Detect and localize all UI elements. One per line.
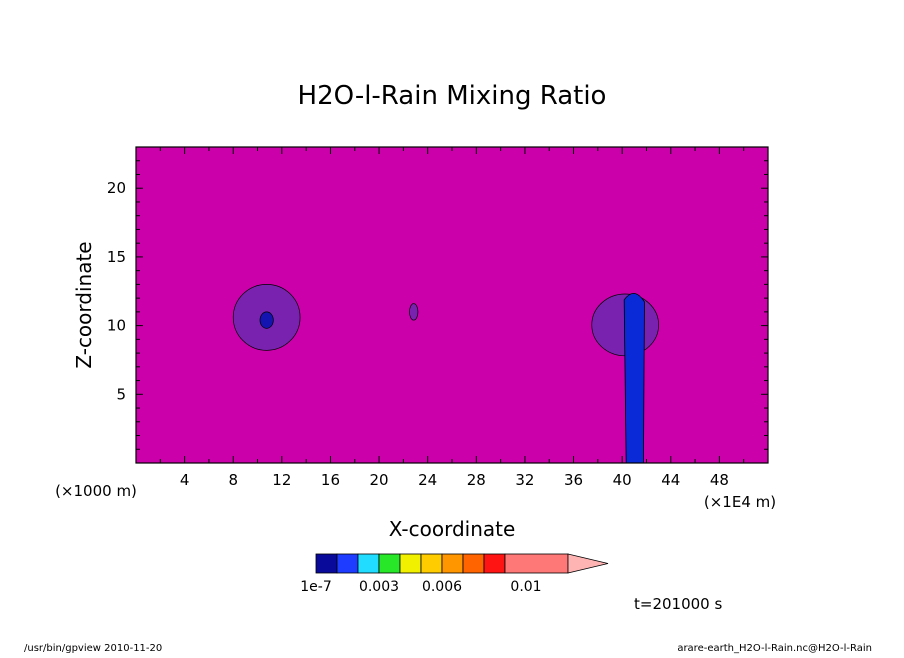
x-tick-label: 36	[564, 471, 583, 489]
colorbar-swatch	[399, 553, 422, 574]
x-ticks: 4 8 12 16 20 24 28 32 36 40 44 48	[135, 147, 769, 489]
colorbar-swatch	[420, 553, 443, 574]
y-unit-label: (×1000 m)	[55, 482, 137, 500]
colorbar-swatch	[483, 553, 506, 574]
y-tick-label: 20	[107, 179, 126, 197]
contour-blob-2	[409, 303, 419, 321]
x-tick-label: 48	[710, 471, 729, 489]
colorbar-tick-label: 0.006	[422, 579, 462, 595]
contour-shaft-4	[623, 292, 645, 464]
colorbar-tick-label: 1e-7	[300, 579, 331, 595]
x-tick-label: 32	[515, 471, 534, 489]
x-tick-label: 4	[180, 471, 190, 489]
y-axis-label: Z-coordinate	[72, 241, 96, 368]
colorbar-swatch	[504, 553, 569, 574]
x-axis-label: X-coordinate	[389, 517, 516, 541]
x-tick-label: 44	[661, 471, 680, 489]
time-label: t=201000 s	[634, 595, 722, 613]
colorbar-swatch	[462, 553, 485, 574]
colorbar-tick-label: 0.01	[510, 579, 541, 595]
colorbar-swatch	[378, 553, 401, 574]
x-tick-label: 24	[418, 471, 437, 489]
x-tick-label: 12	[272, 471, 291, 489]
x-tick-label: 16	[321, 471, 340, 489]
colorbar-tick-labels: 1e-7 0.003 0.006 0.01	[300, 579, 541, 595]
y-ticks: 5 10 15 20	[107, 146, 768, 450]
footer-left: /usr/bin/gpview 2010-11-20	[24, 643, 162, 654]
chart-title: H2O-l-Rain Mixing Ratio	[298, 81, 607, 111]
footer-right: arare-earth_H2O-l-Rain.nc@H2O-l-Rain	[677, 643, 872, 654]
colorbar-tick-label: 0.003	[359, 579, 399, 595]
x-tick-label: 28	[467, 471, 486, 489]
y-tick-label: 5	[116, 385, 126, 403]
colorbar-extend-triangle	[567, 553, 609, 574]
y-tick-label: 10	[107, 317, 126, 335]
colorbar-swatch	[357, 553, 380, 574]
colorbar-swatch	[336, 553, 359, 574]
plot-background	[136, 147, 768, 463]
contour-features	[232, 284, 659, 464]
x-unit-label: (×1E4 m)	[704, 493, 776, 511]
x-tick-label: 8	[228, 471, 238, 489]
x-tick-label: 20	[370, 471, 389, 489]
colorbar	[315, 553, 609, 574]
y-tick-label: 15	[107, 248, 126, 266]
colorbar-swatch	[441, 553, 464, 574]
x-tick-label: 40	[613, 471, 632, 489]
contour-blob-1	[259, 311, 274, 329]
colorbar-swatch	[315, 553, 338, 574]
